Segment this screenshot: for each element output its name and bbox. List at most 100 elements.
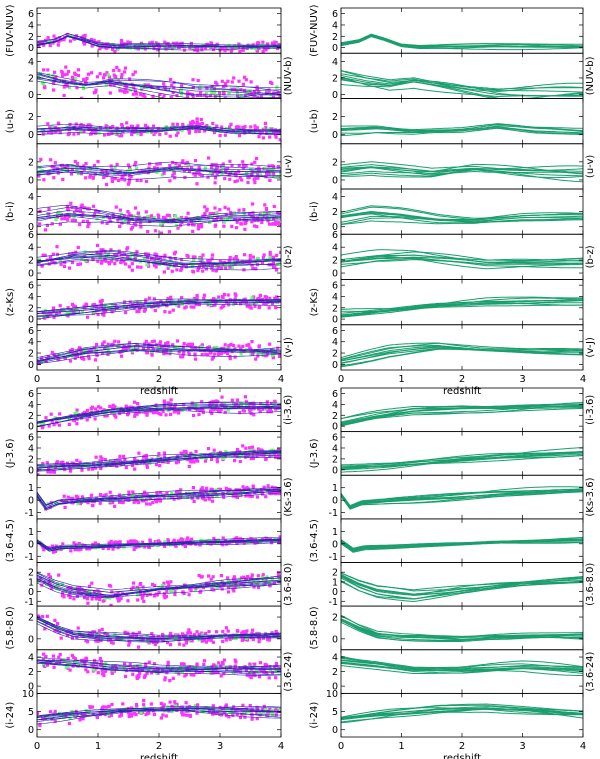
data-point [146, 230, 150, 234]
panel: 024 (NUV-b) [28, 52, 294, 104]
data-point [238, 176, 242, 180]
data-point [114, 205, 118, 209]
data-point [256, 579, 261, 583]
data-point [261, 492, 265, 496]
y-tick-label: 0 [28, 130, 34, 141]
model-line [37, 343, 281, 358]
y-tick-label: -1 [25, 597, 34, 608]
data-point [163, 676, 167, 680]
data-point [234, 660, 238, 664]
data-point [140, 86, 144, 90]
data-point [191, 119, 195, 123]
data-point [56, 121, 60, 125]
data-point [104, 669, 108, 673]
data-point [176, 165, 180, 170]
data-point [87, 709, 92, 713]
data-point [119, 354, 124, 358]
data-point [226, 166, 230, 171]
data-point [135, 587, 139, 591]
data-point [48, 312, 53, 316]
data-point [153, 540, 157, 544]
data-point [136, 265, 140, 269]
data-point [116, 546, 120, 550]
data-point [78, 460, 82, 464]
data-point [62, 715, 66, 719]
data-point [206, 353, 210, 357]
data-point [180, 705, 184, 709]
data-point [97, 405, 101, 409]
data-point [166, 640, 170, 645]
data-point [96, 252, 100, 256]
data-point [244, 90, 248, 94]
data-point [150, 305, 154, 309]
data-point [59, 636, 63, 640]
data-point [134, 166, 139, 170]
data-point [239, 302, 243, 306]
data-point [246, 405, 250, 409]
data-point [270, 172, 274, 176]
data-point [210, 266, 214, 270]
data-point [99, 455, 103, 459]
data-point [110, 176, 114, 180]
data-point [174, 634, 178, 638]
data-point [269, 410, 273, 414]
data-point [45, 461, 49, 465]
data-point [210, 215, 214, 219]
data-point [47, 572, 51, 577]
y-tick-label: 1 [28, 483, 34, 494]
data-point [252, 302, 256, 306]
data-point [228, 637, 232, 641]
data-point [267, 173, 271, 177]
data-point [210, 253, 215, 257]
data-point [181, 355, 185, 359]
data-point [265, 672, 269, 676]
data-point [87, 547, 92, 551]
data-point [95, 635, 99, 639]
data-point [233, 459, 237, 463]
data-point [70, 261, 75, 265]
data-point [239, 582, 243, 586]
data-point [158, 92, 162, 97]
data-point [171, 343, 175, 347]
data-point [130, 268, 134, 272]
y-tick-label: 4 [332, 20, 338, 31]
data-point [150, 351, 154, 355]
data-point [145, 463, 149, 467]
data-point [191, 486, 195, 490]
data-point [109, 713, 114, 717]
data-point [219, 306, 223, 310]
data-point [253, 160, 257, 164]
data-point [104, 83, 108, 87]
data-point [223, 133, 227, 137]
data-point [120, 177, 124, 181]
data-point [175, 455, 180, 459]
data-point [215, 82, 219, 86]
y-tick-label: 0 [28, 422, 34, 433]
data-point [211, 355, 215, 359]
model-line [37, 490, 281, 510]
data-point [195, 182, 199, 186]
data-point [237, 488, 241, 492]
x-tick-label: 2 [156, 374, 162, 385]
data-point [123, 347, 128, 351]
model-line [37, 300, 281, 315]
model-line [37, 161, 281, 172]
data-point [46, 470, 50, 474]
data-point [162, 455, 167, 459]
data-point [143, 123, 148, 127]
data-point [215, 711, 219, 715]
data-point [235, 89, 239, 93]
data-point [244, 669, 248, 673]
data-point [107, 541, 111, 545]
data-point [214, 401, 218, 405]
data-point [265, 575, 269, 579]
data-point [274, 91, 278, 95]
data-point [249, 101, 252, 104]
data-point [63, 505, 67, 509]
data-point [259, 95, 263, 99]
data-point [126, 182, 131, 186]
data-point [271, 255, 275, 259]
data-point [122, 127, 126, 131]
